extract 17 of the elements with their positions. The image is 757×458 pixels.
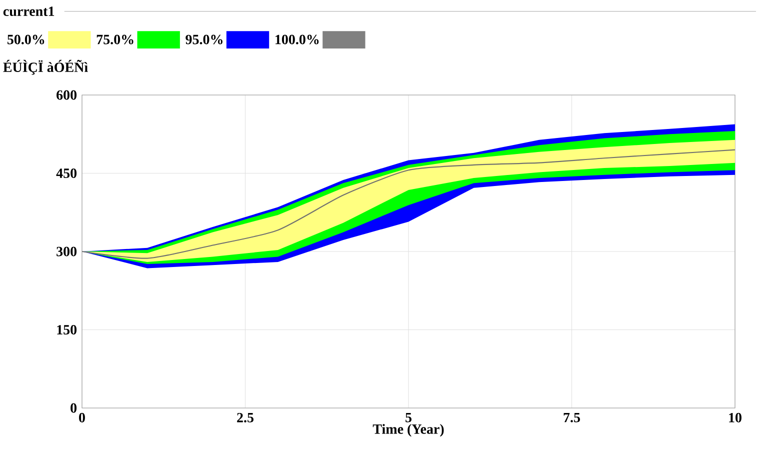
y-tick-label: 150 <box>57 325 77 334</box>
y-axis-title: ÉÚÌÇÏ àÓÉÑì <box>3 60 88 75</box>
x-tick-label: 7.5 <box>564 412 580 422</box>
y-tick-label: 0 <box>70 403 77 413</box>
x-tick-label: 0 <box>79 412 85 422</box>
x-tick-label: 5 <box>406 412 412 422</box>
x-tick-label: 10 <box>729 412 742 422</box>
x-axis-title: Time (Year) <box>372 424 444 437</box>
y-tick-label: 600 <box>56 90 77 100</box>
chart-title: current1 <box>3 6 54 16</box>
legend-label: 100.0% <box>276 34 319 44</box>
y-tick-label: 300 <box>56 246 77 256</box>
y-tick-label: 450 <box>56 168 77 178</box>
x-tick-label: 2.5 <box>237 412 254 422</box>
legend-label: 75.0% <box>96 34 134 44</box>
legend-label: 50.0% <box>8 34 44 44</box>
legend-label: 95.0% <box>186 34 222 44</box>
